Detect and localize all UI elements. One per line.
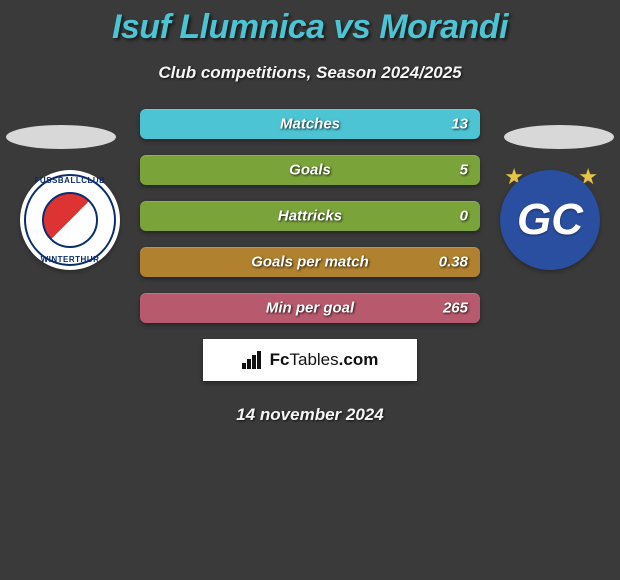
stat-label: Hattricks xyxy=(278,208,342,225)
badge-ring-text-bottom: WINTERTHUR xyxy=(41,255,100,264)
stat-bar-goals-per-match: Goals per match 0.38 xyxy=(140,247,480,277)
stat-label: Matches xyxy=(280,116,340,133)
stat-bar-hattricks: Hattricks 0 xyxy=(140,201,480,231)
badge-ring-text-top: FUSSBALLCLUB xyxy=(35,176,106,185)
brand-bold: Fc xyxy=(270,350,290,369)
badge-inner-icon xyxy=(42,192,98,248)
brand-box: FcTables.com xyxy=(203,339,417,381)
club-monogram: GC xyxy=(517,195,583,245)
stat-label: Min per goal xyxy=(266,300,354,317)
club-badge-right: GC xyxy=(500,170,600,270)
brand-light: Tables xyxy=(290,350,339,369)
stat-bar-goals: Goals 5 xyxy=(140,155,480,185)
player-disc-left xyxy=(6,125,116,149)
stat-bar-min-per-goal: Min per goal 265 xyxy=(140,293,480,323)
stat-bar-matches: Matches 13 xyxy=(140,109,480,139)
subtitle: Club competitions, Season 2024/2025 xyxy=(0,63,620,83)
brand-text: FcTables.com xyxy=(270,350,379,370)
page-title: Isuf Llumnica vs Morandi xyxy=(0,0,620,47)
stat-value: 265 xyxy=(443,300,468,317)
club-badge-left: FUSSBALLCLUB WINTERTHUR xyxy=(20,170,120,270)
player-disc-right xyxy=(504,125,614,149)
stat-value: 0.38 xyxy=(439,254,468,271)
date-text: 14 november 2024 xyxy=(0,405,620,425)
stat-value: 5 xyxy=(460,162,468,179)
stat-value: 0 xyxy=(460,208,468,225)
stat-label: Goals xyxy=(289,162,331,179)
stat-label: Goals per match xyxy=(251,254,369,271)
brand-tld: .com xyxy=(339,350,379,369)
bar-chart-icon xyxy=(242,351,264,369)
stat-bars: Matches 13 Goals 5 Hattricks 0 Goals per… xyxy=(140,109,480,323)
stat-value: 13 xyxy=(451,116,468,133)
